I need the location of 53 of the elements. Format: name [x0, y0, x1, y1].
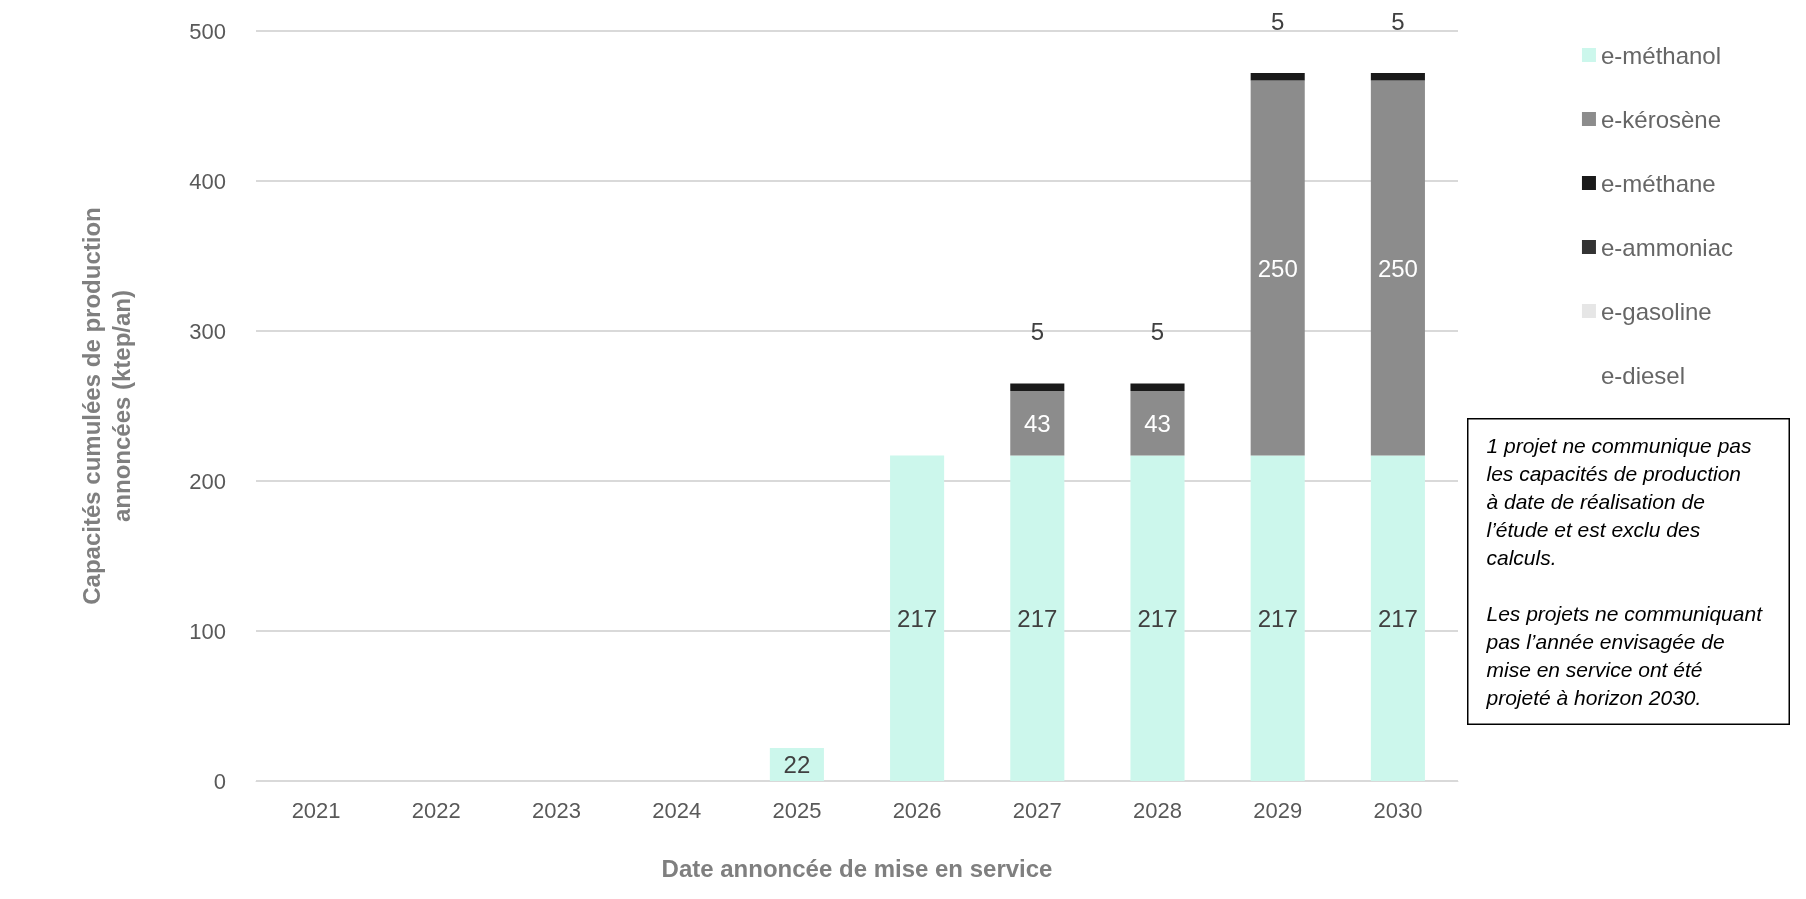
legend-label: e-gasoline: [1600, 297, 1712, 325]
data-label: 217: [1377, 604, 1418, 632]
bar: [1250, 80, 1305, 456]
x-tick-label: 2025: [772, 797, 822, 823]
x-tick-label: 2021: [291, 797, 341, 823]
data-label: 217: [1137, 604, 1178, 632]
x-tick-label: 2030: [1373, 797, 1423, 823]
bar: [1370, 73, 1425, 81]
bar: [1010, 383, 1065, 391]
bar: [1010, 391, 1065, 456]
y-tick-label: 300: [189, 318, 226, 344]
bar: [1370, 80, 1425, 456]
x-tick-label: 2029: [1253, 797, 1303, 823]
text: Les projets ne communiquant pas l’année envisagée de mise en service ont été projeté à horizon 2030.: [1485, 602, 1768, 709]
bar: [1250, 73, 1305, 81]
x-axis-title: Date annoncée de mise en service: [661, 854, 1053, 882]
data-label: 43: [1023, 409, 1051, 437]
x-tick-label: 2026: [892, 797, 942, 823]
y-tick-label: 400: [189, 168, 226, 194]
data-label: 217: [1017, 604, 1058, 632]
bar: [1130, 391, 1185, 456]
data-label: 22: [783, 751, 811, 778]
x-tick-label: 2022: [411, 797, 461, 823]
bar: [1010, 455, 1065, 781]
data-label: 43: [1144, 409, 1171, 437]
y-tick-label: 100: [189, 618, 226, 644]
bar: [890, 455, 945, 781]
legend-label: e-kérosène: [1600, 105, 1722, 133]
bar: [1370, 455, 1425, 781]
legend-label: e-méthanol: [1600, 41, 1722, 69]
data-label: 250: [1257, 254, 1298, 282]
data-label: 250: [1377, 254, 1418, 282]
x-tick-label: 2028: [1133, 797, 1182, 823]
data-label: 5: [1391, 7, 1405, 35]
y-axis-title: Capacités cumulées de production annoncées (ktep/an): [77, 207, 135, 605]
data-label: 217: [897, 604, 938, 632]
x-tick-label: 2023: [532, 797, 581, 823]
data-label: 5: [1271, 7, 1285, 35]
data-label: 217: [1257, 604, 1298, 632]
y-tick-label: 500: [189, 18, 226, 44]
bar: [1130, 455, 1185, 781]
data-label: 5: [1030, 318, 1044, 345]
bar: [1250, 455, 1305, 781]
text: e-diesel: [1600, 361, 1685, 389]
y-tick-label: 0: [213, 768, 226, 794]
bar: [1130, 383, 1185, 391]
x-tick-label: 2027: [1012, 797, 1062, 823]
y-tick-label: 200: [189, 468, 226, 494]
data-label: 5: [1150, 318, 1165, 345]
legend-label: e-ammoniac: [1600, 233, 1733, 261]
x-tick-label: 2024: [652, 797, 702, 823]
legend-label: e-méthane: [1600, 169, 1716, 197]
text: 1 projet ne communique pas les capacités de production à date de réalisation de l’étude et est exclu des calculs.: [1486, 434, 1758, 569]
